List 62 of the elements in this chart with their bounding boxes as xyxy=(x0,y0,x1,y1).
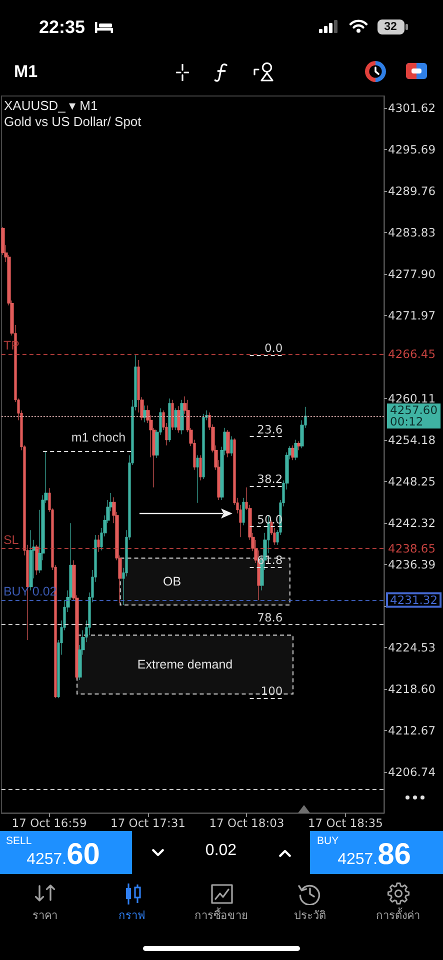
candlestick xyxy=(291,445,295,460)
y-tick-label: 4248.25 xyxy=(388,474,436,488)
y-tick-label: 4218.60 xyxy=(388,682,436,696)
candlestick xyxy=(168,398,171,442)
band-label: Extreme demand xyxy=(137,658,233,672)
candlestick xyxy=(196,454,199,504)
y-tick-label: 4301.62 xyxy=(388,100,436,115)
text: กราฟ xyxy=(118,910,146,922)
candlestick xyxy=(180,400,184,434)
candlestick xyxy=(29,530,33,591)
text: 22:35 xyxy=(39,17,86,37)
chart-title: XAUUSD_ ▾ M1 xyxy=(4,98,98,113)
text: SELL xyxy=(6,835,32,847)
candlestick xyxy=(202,414,205,480)
annotation: 0.0 xyxy=(264,341,283,356)
y-tick-label: 4242.32 xyxy=(388,516,436,530)
y-tick-label: 4260.11 xyxy=(388,391,436,406)
candlestick xyxy=(199,454,202,481)
text: 32 xyxy=(384,20,397,33)
text: 4231.32 xyxy=(390,593,438,607)
text: 00:12 xyxy=(390,414,424,429)
x-tick-label: 17 Oct 18:35 xyxy=(308,816,383,830)
text: 4238.65 xyxy=(388,542,436,556)
text: การตั้งค่า xyxy=(376,910,420,922)
y-tick-label: 4277.90 xyxy=(388,266,436,281)
annotation: m1 choch xyxy=(71,430,126,444)
text: 0.02 xyxy=(205,842,237,859)
y-tick-label: 4212.67 xyxy=(388,724,436,738)
candlestick xyxy=(226,430,230,458)
y-tick-label: 4289.76 xyxy=(388,184,436,198)
text: BUY xyxy=(317,835,339,847)
text: ราคา xyxy=(32,910,58,922)
text: 4257.60 xyxy=(390,403,438,418)
candlestick xyxy=(97,534,100,552)
candlestick xyxy=(35,544,39,576)
text: M1 xyxy=(14,62,38,81)
y-tick-label: 4236.39 xyxy=(388,558,436,572)
text: ประวัติ xyxy=(294,910,326,922)
x-tick-label: 17 Oct 18:03 xyxy=(209,816,284,830)
annotation: 78.6 xyxy=(257,610,283,625)
text: Gold vs US Dollar/ Spot xyxy=(4,114,142,129)
y-tick-label: 4271.97 xyxy=(388,308,436,322)
text: 4266.45 xyxy=(388,347,436,362)
text: 4257.86 xyxy=(338,838,411,871)
candlestick xyxy=(297,440,301,451)
y-tick-label: 4206.74 xyxy=(388,765,436,780)
ref-line-label: SL xyxy=(3,533,19,548)
y-tick-label: 4254.18 xyxy=(388,432,436,447)
y-tick-label: 4224.53 xyxy=(388,640,436,655)
candlestick xyxy=(294,439,298,460)
text: การซื้อขาย xyxy=(194,910,248,922)
annotation: 38.2 xyxy=(257,472,283,486)
band-label: OB xyxy=(163,574,182,589)
candlestick xyxy=(171,400,174,430)
candlestick xyxy=(143,405,147,423)
candlestick xyxy=(230,436,233,456)
y-tick-label: 4283.83 xyxy=(388,225,436,240)
annotation: 23.6 xyxy=(257,422,283,436)
candlestick xyxy=(242,498,245,526)
x-tick-label: 17 Oct 16:59 xyxy=(12,816,87,830)
x-tick-label: 17 Oct 17:31 xyxy=(110,816,186,830)
y-tick-label: 4295.69 xyxy=(388,142,436,156)
